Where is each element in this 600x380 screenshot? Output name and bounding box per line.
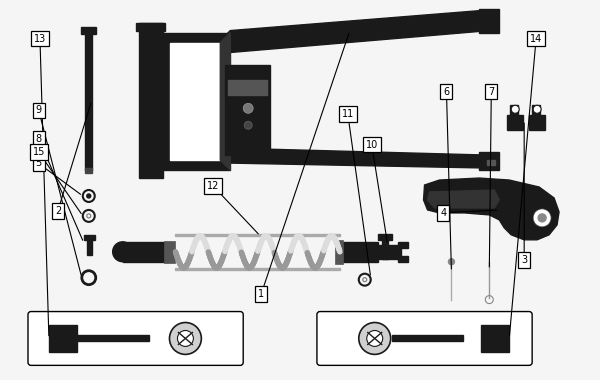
- Polygon shape: [479, 9, 499, 33]
- Text: 7: 7: [488, 87, 494, 97]
- Circle shape: [533, 105, 541, 113]
- Bar: [84, 235, 95, 240]
- Text: 10: 10: [365, 139, 378, 150]
- Text: 11: 11: [341, 109, 354, 119]
- Bar: [481, 325, 509, 352]
- Bar: [335, 240, 343, 264]
- Bar: [338, 242, 378, 262]
- Text: 3: 3: [521, 255, 527, 265]
- Text: 5: 5: [35, 158, 42, 168]
- Bar: [510, 105, 518, 117]
- Bar: [175, 268, 340, 270]
- Bar: [532, 105, 540, 117]
- Bar: [87, 237, 92, 255]
- Circle shape: [169, 323, 202, 355]
- Polygon shape: [424, 178, 559, 240]
- Text: 15: 15: [32, 147, 45, 157]
- Polygon shape: [225, 11, 490, 52]
- Text: 14: 14: [530, 33, 542, 44]
- FancyBboxPatch shape: [317, 312, 532, 365]
- Bar: [85, 30, 92, 170]
- Polygon shape: [161, 33, 230, 170]
- Bar: [392, 336, 463, 342]
- Bar: [378, 234, 392, 240]
- Bar: [376, 245, 401, 259]
- Polygon shape: [136, 23, 166, 30]
- Text: 8: 8: [35, 134, 42, 144]
- Circle shape: [113, 242, 133, 262]
- Text: 12: 12: [207, 181, 220, 191]
- Bar: [49, 325, 77, 352]
- Bar: [85, 168, 92, 173]
- Polygon shape: [529, 115, 545, 130]
- Polygon shape: [479, 152, 499, 170]
- Polygon shape: [220, 33, 230, 170]
- Polygon shape: [225, 65, 270, 155]
- Circle shape: [448, 259, 454, 265]
- Bar: [164, 241, 175, 263]
- Polygon shape: [428, 190, 499, 208]
- Text: 4: 4: [440, 208, 446, 218]
- Bar: [81, 27, 96, 33]
- Polygon shape: [228, 81, 267, 95]
- FancyBboxPatch shape: [28, 312, 243, 365]
- Circle shape: [538, 214, 546, 222]
- Circle shape: [87, 194, 91, 198]
- Bar: [487, 160, 495, 165]
- Bar: [382, 237, 388, 259]
- Polygon shape: [170, 43, 220, 160]
- Circle shape: [511, 105, 519, 113]
- Bar: [398, 242, 407, 248]
- Text: 1: 1: [258, 289, 264, 299]
- Circle shape: [359, 323, 391, 355]
- Polygon shape: [507, 115, 523, 130]
- Circle shape: [367, 331, 383, 347]
- Bar: [122, 242, 167, 262]
- Text: 13: 13: [34, 33, 46, 44]
- Text: 6: 6: [443, 87, 449, 97]
- Circle shape: [533, 209, 551, 227]
- Circle shape: [243, 103, 253, 113]
- Circle shape: [244, 121, 252, 129]
- Polygon shape: [225, 148, 490, 168]
- Text: 2: 2: [55, 206, 61, 216]
- Text: 9: 9: [35, 106, 42, 116]
- Bar: [175, 234, 340, 236]
- Polygon shape: [139, 23, 163, 178]
- Bar: [77, 336, 149, 342]
- Circle shape: [178, 331, 193, 347]
- Bar: [398, 256, 407, 262]
